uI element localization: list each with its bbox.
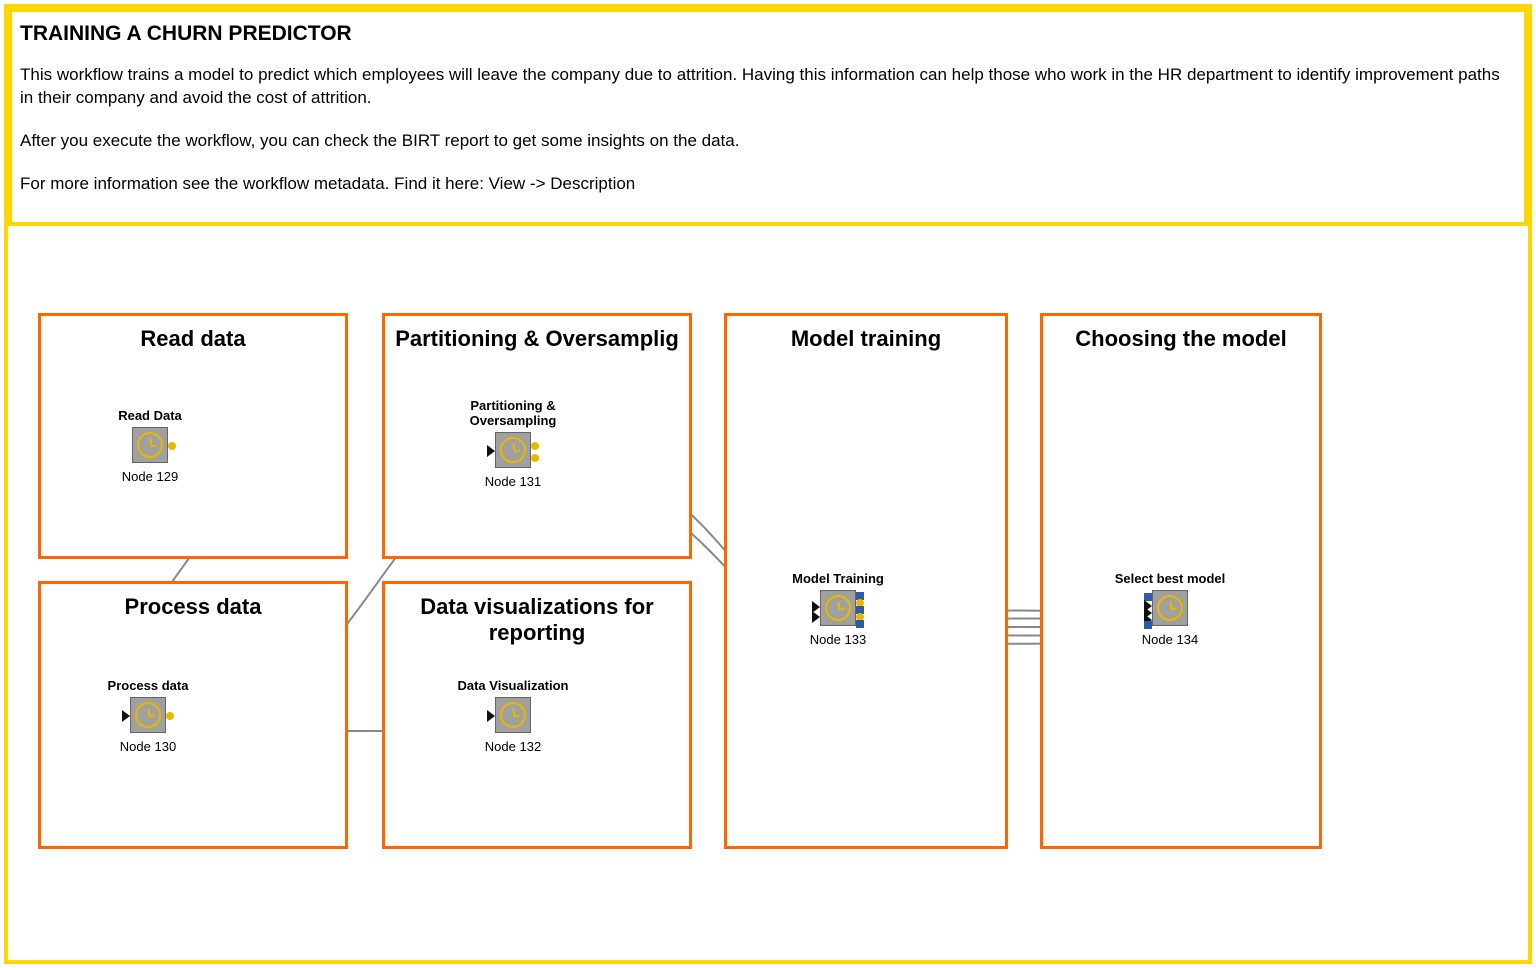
group-box-title: Read data xyxy=(41,316,345,352)
metanode-n133[interactable]: Model Training Node 133 xyxy=(768,571,908,647)
input-port-icon xyxy=(122,710,130,722)
metanode-n132[interactable]: Data Visualization Node 132 xyxy=(443,678,583,754)
node-id-label: Node 133 xyxy=(768,632,908,647)
input-port-icon xyxy=(487,445,495,457)
header-annotation-box: TRAINING A CHURN PREDICTOR This workflow… xyxy=(8,8,1528,226)
metanode-icon[interactable] xyxy=(495,697,531,733)
node-label: Partitioning & Oversampling xyxy=(443,398,583,428)
node-label: Read Data xyxy=(80,408,220,423)
metanode-icon[interactable] xyxy=(130,697,166,733)
group-box-title: Choosing the model xyxy=(1043,316,1319,352)
input-port-icon xyxy=(487,710,495,722)
node-id-label: Node 130 xyxy=(78,739,218,754)
node-id-label: Node 132 xyxy=(443,739,583,754)
group-box-title: Data visualizations for reporting xyxy=(385,584,689,646)
metanode-icon[interactable] xyxy=(132,427,168,463)
node-label: Data Visualization xyxy=(443,678,583,693)
header-paragraph-3: For more information see the workflow me… xyxy=(20,173,1516,196)
header-paragraph-2: After you execute the workflow, you can … xyxy=(20,130,1516,153)
header-paragraph-1: This workflow trains a model to predict … xyxy=(20,64,1516,110)
node-id-label: Node 134 xyxy=(1100,632,1240,647)
group-box-title: Model training xyxy=(727,316,1005,352)
header-title: TRAINING A CHURN PREDICTOR xyxy=(20,22,1516,46)
metanode-n130[interactable]: Process data Node 130 xyxy=(78,678,218,754)
main-yellow-container: TRAINING A CHURN PREDICTOR This workflow… xyxy=(4,4,1532,964)
node-label: Model Training xyxy=(768,571,908,586)
metanode-n129[interactable]: Read Data Node 129 xyxy=(80,408,220,484)
metanode-n131[interactable]: Partitioning & Oversampling Node 131 xyxy=(443,398,583,489)
metanode-icon[interactable] xyxy=(1152,590,1188,626)
node-label: Select best model xyxy=(1100,571,1240,586)
output-port-icon xyxy=(531,454,539,462)
output-port-icon xyxy=(166,712,174,720)
node-id-label: Node 131 xyxy=(443,474,583,489)
output-port-icon xyxy=(168,442,176,450)
metanode-n134[interactable]: Select best model Node 134 xyxy=(1100,571,1240,647)
node-id-label: Node 129 xyxy=(80,469,220,484)
input-port-icon xyxy=(812,611,820,623)
node-label: Process data xyxy=(78,678,218,693)
input-port-icon xyxy=(1144,621,1152,629)
metanode-icon[interactable] xyxy=(495,432,531,468)
output-port-icon xyxy=(856,620,864,628)
workflow-canvas[interactable]: Read data Process data Partitioning & Over… xyxy=(8,238,1528,960)
group-box-title: Partitioning & Oversamplig xyxy=(385,316,689,352)
output-port-icon xyxy=(531,442,539,450)
metanode-icon[interactable] xyxy=(820,590,856,626)
group-box-title: Process data xyxy=(41,584,345,620)
